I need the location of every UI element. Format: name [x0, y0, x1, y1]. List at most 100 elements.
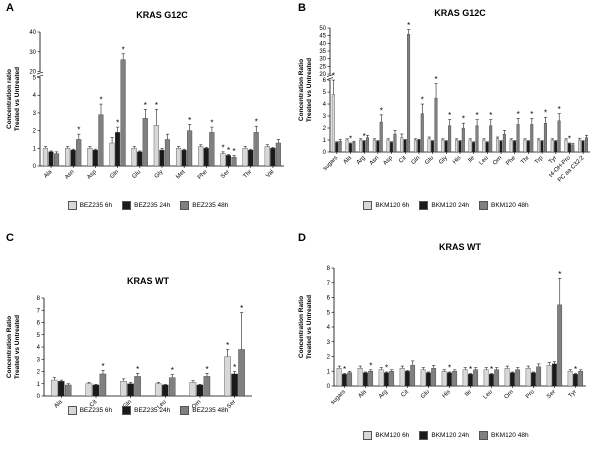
legend-swatch — [122, 406, 132, 415]
svg-text:Gln: Gln — [411, 155, 422, 166]
svg-text:*: * — [448, 111, 451, 120]
chart-kras-wt-bkm120: KRAS WT Concentration Ratio Treated vs Unt… — [298, 242, 586, 406]
svg-text:Ala: Ala — [43, 169, 54, 180]
svg-text:Asn: Asn — [64, 169, 76, 181]
svg-text:*: * — [155, 101, 158, 110]
svg-text:40: 40 — [319, 41, 326, 47]
svg-text:Concentration Ratio: Concentration Ratio — [298, 59, 305, 121]
svg-text:7: 7 — [327, 281, 331, 287]
svg-text:3: 3 — [323, 114, 327, 120]
svg-text:Cit: Cit — [400, 389, 410, 399]
svg-text:Glu: Glu — [131, 169, 142, 180]
svg-text:2: 2 — [327, 355, 331, 361]
svg-text:*: * — [380, 106, 383, 115]
svg-text:*: * — [490, 365, 493, 374]
svg-text:Ala: Ala — [343, 155, 354, 166]
svg-text:Met: Met — [175, 169, 187, 181]
legend-item: BKM120 24h — [419, 431, 469, 440]
legend-label: BKM120 24h — [431, 202, 469, 209]
svg-text:Val: Val — [265, 169, 275, 179]
svg-text:*: * — [489, 111, 492, 120]
svg-text:His: His — [452, 155, 462, 165]
svg-text:*: * — [421, 96, 424, 105]
svg-text:KRAS G12C: KRAS G12C — [136, 10, 188, 20]
svg-text:*: * — [233, 147, 236, 156]
svg-text:Glu: Glu — [424, 155, 435, 166]
svg-text:Arg: Arg — [356, 155, 367, 166]
svg-text:Cit: Cit — [398, 155, 408, 165]
svg-text:*: * — [332, 72, 335, 81]
legend-item: BEZ235 24h — [122, 201, 170, 210]
svg-text:Gly: Gly — [154, 169, 165, 180]
svg-text:2: 2 — [323, 126, 327, 132]
svg-text:KRAS G12C: KRAS G12C — [434, 8, 486, 18]
svg-text:*: * — [205, 365, 208, 374]
svg-text:Gln: Gln — [109, 169, 120, 180]
legend-swatch — [363, 201, 373, 210]
svg-text:Pro: Pro — [525, 389, 536, 400]
svg-text:30: 30 — [319, 57, 326, 63]
svg-text:6: 6 — [37, 321, 41, 327]
svg-text:2: 2 — [37, 370, 41, 376]
legend-item: BEZ235 48h — [180, 201, 228, 210]
legend-item: BKM120 6h — [363, 431, 409, 440]
panel-a: A KRAS G12C Concentration ratio Treated vs… — [4, 2, 292, 230]
svg-text:*: * — [122, 45, 125, 54]
svg-text:Thr: Thr — [243, 169, 254, 180]
legend-label: BEZ235 6h — [79, 407, 113, 414]
svg-text:Tyr: Tyr — [548, 155, 558, 165]
legend-item: BKM120 48h — [478, 201, 529, 210]
svg-text:*: * — [369, 361, 372, 370]
svg-text:sugars: sugars — [322, 155, 339, 172]
svg-text:Glu: Glu — [420, 389, 431, 400]
svg-text:*: * — [558, 105, 561, 114]
svg-text:*: * — [517, 110, 520, 119]
legend-label: BEZ235 24h — [134, 202, 171, 209]
legend-label: BKM120 6h — [375, 432, 410, 439]
svg-text:Treated vs Untreated: Treated vs Untreated — [306, 295, 313, 359]
svg-text:Treated vs Untreated: Treated vs Untreated — [14, 315, 21, 379]
svg-text:Asp: Asp — [382, 155, 394, 167]
svg-text:*: * — [469, 365, 472, 374]
svg-text:0: 0 — [33, 164, 37, 170]
svg-text:Trp: Trp — [534, 155, 545, 166]
svg-text:*: * — [99, 96, 102, 105]
svg-text:3: 3 — [37, 357, 41, 363]
svg-text:Asn: Asn — [369, 155, 381, 167]
svg-text:4: 4 — [323, 102, 327, 108]
svg-text:Ile: Ile — [464, 389, 473, 398]
svg-text:*: * — [574, 365, 577, 374]
svg-text:Thr: Thr — [520, 155, 531, 166]
svg-text:*: * — [77, 126, 80, 135]
svg-text:Gln: Gln — [122, 399, 133, 410]
svg-text:0: 0 — [323, 150, 327, 156]
svg-text:50: 50 — [319, 26, 326, 32]
svg-text:*: * — [407, 21, 410, 30]
legend-swatch — [419, 431, 429, 440]
svg-text:8: 8 — [37, 296, 41, 302]
svg-text:*: * — [116, 119, 119, 128]
svg-text:Gly: Gly — [438, 155, 449, 166]
svg-text:*: * — [226, 341, 229, 350]
svg-text:His: His — [442, 389, 452, 399]
svg-text:45: 45 — [319, 34, 326, 40]
svg-text:4: 4 — [327, 325, 331, 331]
legend-item: BEZ235 6h — [67, 201, 112, 210]
chart-kras-g12c-bez235: KRAS G12C Concentration ratio Treated vs U… — [6, 10, 284, 181]
svg-text:Orn: Orn — [191, 399, 202, 410]
svg-text:8: 8 — [327, 266, 331, 272]
legend-swatch — [67, 201, 77, 210]
svg-text:*: * — [188, 116, 191, 125]
svg-text:Orn: Orn — [504, 389, 515, 400]
svg-text:0: 0 — [37, 394, 41, 400]
svg-text:Concentration ratio: Concentration ratio — [6, 69, 13, 129]
svg-text:*: * — [136, 365, 139, 374]
svg-text:Phe: Phe — [197, 169, 209, 181]
svg-text:4: 4 — [37, 345, 41, 351]
svg-text:*: * — [530, 110, 533, 119]
svg-text:1: 1 — [323, 138, 327, 144]
legend-label: BEZ235 48h — [192, 202, 229, 209]
legend-swatch — [363, 431, 373, 440]
svg-text:20: 20 — [29, 70, 36, 76]
legend-item: BEZ235 24h — [122, 406, 170, 415]
